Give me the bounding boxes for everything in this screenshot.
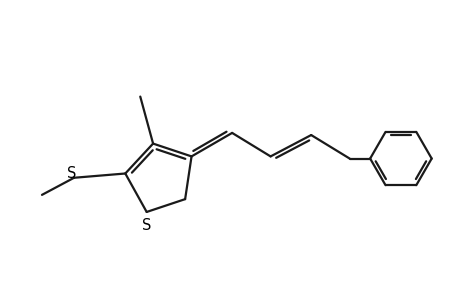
Text: S: S	[67, 166, 76, 181]
Text: S: S	[142, 218, 151, 233]
